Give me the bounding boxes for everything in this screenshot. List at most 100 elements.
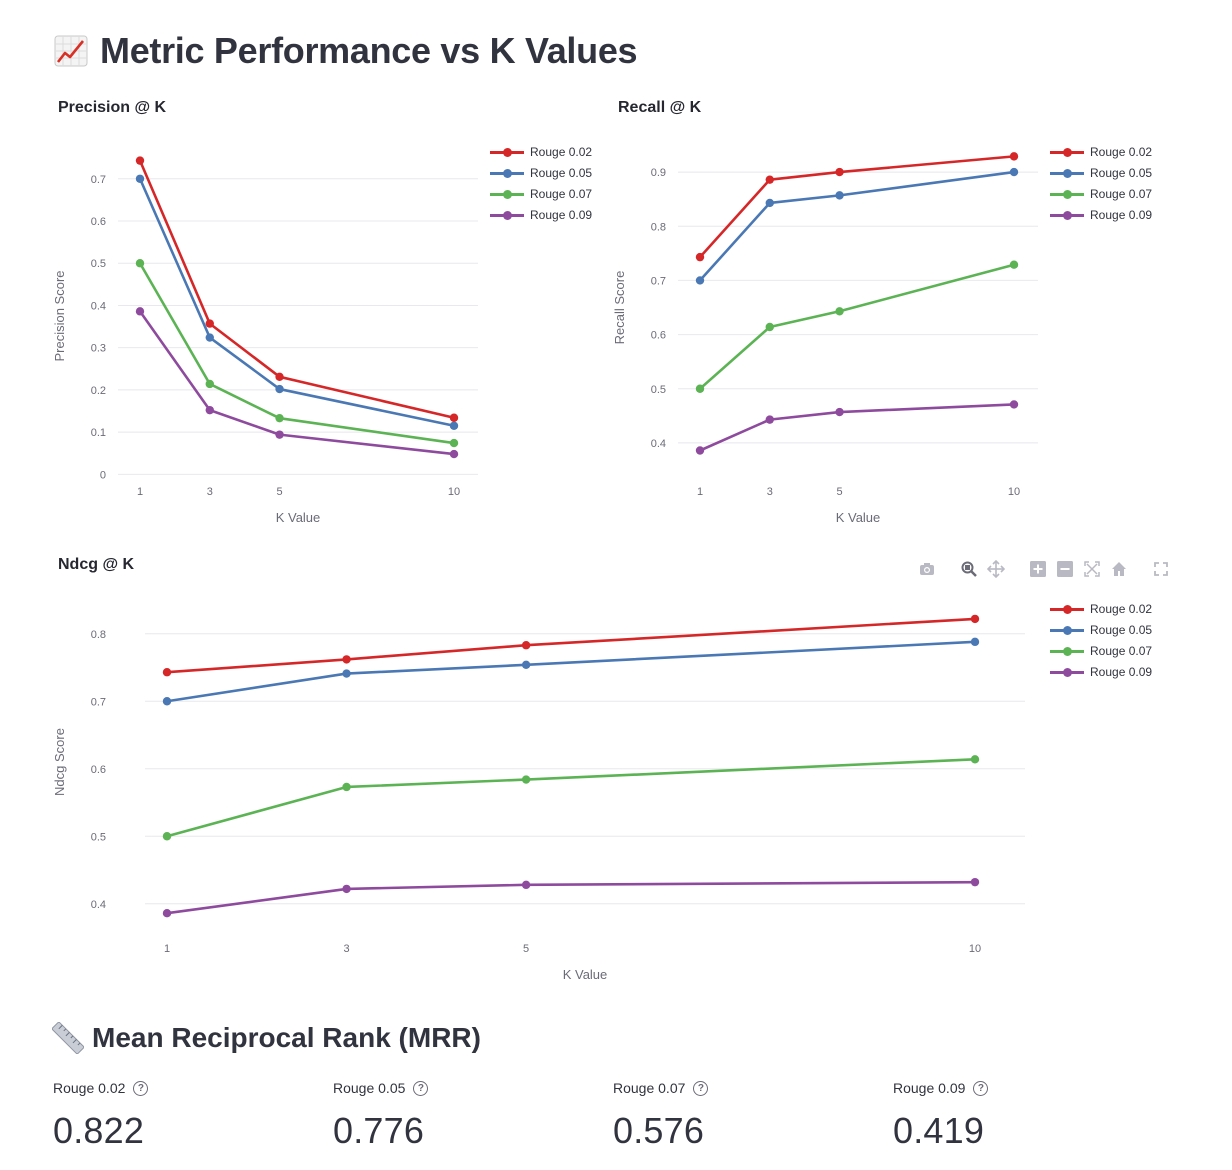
legend-item[interactable]: Rouge 0.05 — [490, 164, 592, 182]
data-point[interactable] — [135, 307, 145, 316]
data-point[interactable] — [275, 372, 284, 381]
data-point[interactable] — [835, 407, 844, 417]
fullscreen-icon[interactable] — [1152, 560, 1170, 578]
data-point[interactable] — [1009, 152, 1019, 161]
data-point[interactable] — [765, 415, 774, 424]
data-point[interactable] — [275, 413, 284, 423]
data-point[interactable] — [695, 384, 705, 393]
data-point[interactable] — [970, 755, 980, 764]
data-point[interactable] — [275, 430, 284, 439]
series-rouge-0-07[interactable] — [162, 755, 980, 841]
series-rouge-0-05[interactable] — [135, 174, 459, 430]
data-point[interactable] — [521, 880, 531, 890]
series-rouge-0-02[interactable] — [135, 156, 459, 422]
data-point[interactable] — [521, 641, 531, 650]
page-header: Metric Performance vs K Values — [54, 28, 638, 74]
legend-swatch — [1050, 645, 1084, 657]
ndcg-plot-area[interactable]: 0.4 0.5 0.6 0.7 0.8 1 3 5 10 K Value Ndcg Score — [52, 614, 1025, 982]
data-point[interactable] — [835, 307, 844, 316]
series-rouge-0-09[interactable] — [162, 877, 980, 918]
data-point[interactable] — [970, 637, 980, 647]
help-icon[interactable]: ? — [133, 1080, 149, 1096]
pan-icon[interactable] — [987, 560, 1005, 578]
ndcg-legend[interactable]: Rouge 0.02 Rouge 0.05 Rouge 0.07 Rouge 0.09 — [1050, 600, 1152, 681]
legend-item[interactable]: Rouge 0.05 — [1050, 621, 1152, 639]
legend-item[interactable]: Rouge 0.09 — [1050, 663, 1152, 681]
data-point[interactable] — [162, 697, 172, 706]
reset-axes-icon[interactable] — [1110, 560, 1128, 578]
series-line — [699, 263, 1015, 390]
data-point[interactable] — [765, 322, 774, 332]
data-point[interactable] — [835, 191, 844, 200]
help-icon[interactable]: ? — [973, 1080, 989, 1096]
zoom-out-icon[interactable] — [1056, 560, 1074, 578]
data-point[interactable] — [695, 252, 705, 262]
data-point[interactable] — [449, 438, 459, 448]
series-rouge-0-09[interactable] — [695, 400, 1019, 455]
legend-item[interactable]: Rouge 0.07 — [1050, 185, 1152, 203]
camera-icon[interactable] — [918, 560, 936, 578]
autoscale-icon[interactable] — [1083, 560, 1101, 578]
y-tick-label: 0.6 — [91, 764, 106, 776]
series-rouge-0-05[interactable] — [162, 637, 980, 706]
series-rouge-0-07[interactable] — [695, 260, 1019, 393]
data-point[interactable] — [970, 877, 980, 887]
data-point[interactable] — [162, 668, 172, 677]
legend-label: Rouge 0.09 — [1090, 665, 1153, 679]
zoom-in-icon[interactable] — [1029, 560, 1047, 578]
legend-item[interactable]: Rouge 0.09 — [490, 206, 592, 224]
data-point[interactable] — [275, 384, 284, 394]
precision-plot-area[interactable]: 0 0.1 0.2 0.3 0.4 0.5 0.6 0.7 1 3 5 10 K Value Precis… — [52, 156, 478, 525]
data-point[interactable] — [342, 655, 351, 664]
data-point[interactable] — [449, 421, 459, 430]
help-icon[interactable]: ? — [693, 1080, 709, 1096]
data-point[interactable] — [695, 276, 705, 285]
recall-legend[interactable]: Rouge 0.02 Rouge 0.05 Rouge 0.07 Rouge 0.09 — [1050, 143, 1152, 224]
legend-item[interactable]: Rouge 0.05 — [1050, 164, 1152, 182]
data-point[interactable] — [162, 909, 172, 918]
data-point[interactable] — [765, 175, 774, 184]
help-icon[interactable]: ? — [413, 1080, 429, 1096]
data-point[interactable] — [449, 413, 459, 422]
data-point[interactable] — [521, 660, 531, 669]
data-point[interactable] — [205, 333, 214, 342]
series-rouge-0-02[interactable] — [695, 152, 1019, 262]
recall-plot-area[interactable]: 0.4 0.5 0.6 0.7 0.8 0.9 1 3 5 10 K Value Recall Sco… — [612, 152, 1038, 525]
legend-item[interactable]: Rouge 0.07 — [490, 185, 592, 203]
metric-label: Rouge 0.05 — [333, 1080, 406, 1096]
legend-item[interactable]: Rouge 0.07 — [1050, 642, 1152, 660]
data-point[interactable] — [835, 167, 844, 177]
data-point[interactable] — [521, 775, 531, 784]
precision-legend[interactable]: Rouge 0.02 Rouge 0.05 Rouge 0.07 Rouge 0.09 — [490, 143, 592, 224]
data-point[interactable] — [205, 405, 214, 415]
legend-swatch — [1050, 603, 1084, 615]
data-point[interactable] — [205, 319, 214, 328]
data-point[interactable] — [1009, 167, 1019, 177]
series-line — [138, 262, 455, 445]
data-point[interactable] — [449, 449, 459, 459]
data-point[interactable] — [342, 884, 351, 894]
data-point[interactable] — [342, 782, 351, 792]
data-point[interactable] — [1009, 400, 1019, 409]
legend-item[interactable]: Rouge 0.09 — [1050, 206, 1152, 224]
series-rouge-0-02[interactable] — [162, 614, 980, 677]
mrr-metric-rouge-005: Rouge 0.05? 0.776 — [333, 1078, 593, 1152]
series-rouge-0-07[interactable] — [135, 259, 459, 448]
legend-item[interactable]: Rouge 0.02 — [1050, 143, 1152, 161]
data-point[interactable] — [342, 669, 351, 678]
series-rouge-0-09[interactable] — [135, 307, 459, 459]
data-point[interactable] — [1009, 260, 1019, 269]
legend-item[interactable]: Rouge 0.02 — [490, 143, 592, 161]
data-point[interactable] — [205, 379, 214, 389]
data-point[interactable] — [162, 832, 172, 841]
data-point[interactable] — [135, 174, 145, 183]
data-point[interactable] — [695, 446, 705, 455]
data-point[interactable] — [765, 198, 774, 208]
legend-item[interactable]: Rouge 0.02 — [1050, 600, 1152, 618]
zoom-icon[interactable] — [960, 560, 978, 578]
series-rouge-0-05[interactable] — [695, 167, 1019, 285]
data-point[interactable] — [135, 259, 145, 268]
data-point[interactable] — [135, 156, 145, 165]
data-point[interactable] — [970, 614, 980, 624]
